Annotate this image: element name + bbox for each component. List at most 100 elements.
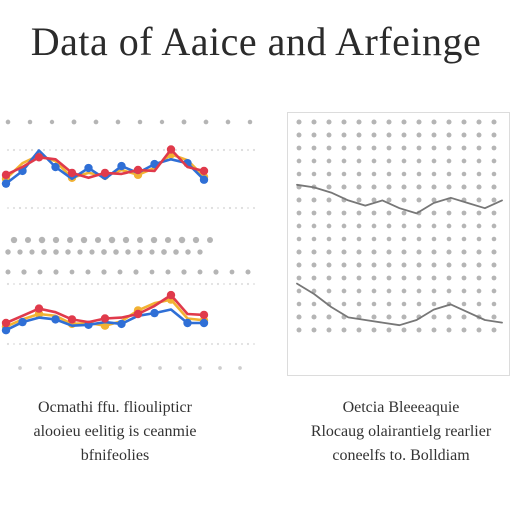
grid-dot bbox=[54, 342, 58, 346]
data-point bbox=[199, 310, 209, 320]
grid-dot bbox=[115, 119, 121, 125]
grid-dot bbox=[122, 236, 130, 244]
grid-dot bbox=[211, 343, 213, 345]
grid-dot bbox=[165, 269, 171, 275]
grid-dot bbox=[416, 223, 422, 229]
grid-dot bbox=[13, 283, 15, 285]
grid-dot bbox=[97, 207, 99, 209]
grid-dot bbox=[24, 342, 28, 346]
grid-dot bbox=[158, 366, 162, 370]
grid-dot bbox=[114, 282, 118, 286]
grid-dot bbox=[121, 343, 123, 345]
grid-dot bbox=[431, 262, 437, 268]
grid-dot bbox=[431, 197, 437, 203]
grid-dot bbox=[356, 145, 362, 151]
grid-dot bbox=[416, 327, 422, 333]
grid-dot bbox=[103, 283, 105, 285]
grid-dot bbox=[120, 206, 124, 210]
grid-dot bbox=[133, 283, 135, 285]
grid-dot bbox=[101, 269, 107, 275]
grid-dot bbox=[401, 197, 407, 203]
grid-dot bbox=[234, 148, 238, 152]
grid-dot bbox=[386, 132, 392, 138]
grid-dot bbox=[84, 342, 88, 346]
grid-dot bbox=[137, 249, 143, 255]
grid-dot bbox=[296, 171, 302, 177]
grid-dot bbox=[78, 206, 82, 210]
data-point bbox=[199, 175, 209, 184]
grid-dot bbox=[253, 343, 255, 345]
grid-dot bbox=[431, 301, 437, 307]
grid-dot bbox=[296, 223, 302, 229]
grid-dot bbox=[5, 269, 11, 275]
grid-dot bbox=[341, 301, 347, 307]
grid-dot bbox=[431, 210, 437, 216]
grid-dot bbox=[173, 249, 179, 255]
grid-dot bbox=[476, 236, 482, 242]
grid-dot bbox=[356, 210, 362, 216]
grid-dot bbox=[356, 158, 362, 164]
data-point bbox=[166, 290, 176, 300]
grid-dot bbox=[163, 283, 165, 285]
grid-dot bbox=[311, 327, 317, 333]
grid-dot bbox=[431, 158, 437, 164]
grid-dot bbox=[151, 343, 153, 345]
grid-dot bbox=[211, 283, 213, 285]
grid-dot bbox=[216, 282, 220, 286]
grid-dot bbox=[491, 171, 497, 177]
grid-dot bbox=[416, 158, 422, 164]
grid-dot bbox=[246, 342, 250, 346]
grid-dot bbox=[356, 171, 362, 177]
grid-dot bbox=[108, 342, 112, 346]
data-point bbox=[1, 326, 11, 335]
grid-dot bbox=[296, 301, 302, 307]
grid-dot bbox=[491, 210, 497, 216]
grid-dot bbox=[326, 184, 332, 190]
grid-dot bbox=[401, 314, 407, 320]
data-point bbox=[117, 319, 126, 329]
grid-dot bbox=[476, 301, 482, 307]
grid-dot bbox=[101, 249, 107, 255]
grid-dot bbox=[356, 197, 362, 203]
grid-dot bbox=[58, 366, 62, 370]
grid-dot bbox=[108, 236, 116, 244]
grid-dot bbox=[296, 327, 302, 333]
grid-dot bbox=[252, 148, 256, 152]
grid-dot bbox=[431, 132, 437, 138]
grid-dot bbox=[84, 282, 88, 286]
grid-dot bbox=[401, 301, 407, 307]
grid-dot bbox=[491, 223, 497, 229]
grid-dot bbox=[60, 206, 64, 210]
data-point bbox=[67, 168, 77, 178]
grid-dot bbox=[213, 269, 219, 275]
grid-dot bbox=[168, 206, 172, 210]
grid-dot bbox=[234, 282, 238, 286]
grid-dot bbox=[247, 119, 253, 125]
grid-dot bbox=[416, 301, 422, 307]
grid-dot bbox=[371, 158, 377, 164]
grid-dot bbox=[401, 327, 407, 333]
grid-dot bbox=[161, 249, 167, 255]
data-point bbox=[1, 179, 11, 188]
grid-dot bbox=[247, 207, 249, 209]
grid-dot bbox=[69, 269, 75, 275]
grid-dot bbox=[29, 249, 35, 255]
grid-dot bbox=[356, 275, 362, 281]
grid-dot bbox=[133, 343, 135, 345]
left-caption-line: Ocmathi ffu. flioulipticr bbox=[38, 399, 192, 416]
grid-dot bbox=[127, 149, 129, 151]
grid-dot bbox=[12, 148, 16, 152]
grid-dot bbox=[235, 207, 237, 209]
grid-dot bbox=[401, 184, 407, 190]
grid-dot bbox=[113, 249, 119, 255]
grid-dot bbox=[108, 206, 112, 210]
grid-dot bbox=[25, 207, 27, 209]
grid-dot bbox=[371, 262, 377, 268]
grid-dot bbox=[80, 236, 88, 244]
grid-dot bbox=[476, 275, 482, 281]
grid-dot bbox=[371, 132, 377, 138]
grid-dot bbox=[77, 249, 83, 255]
grid-dot bbox=[371, 197, 377, 203]
grid-dot bbox=[223, 283, 225, 285]
grid-dot bbox=[476, 262, 482, 268]
